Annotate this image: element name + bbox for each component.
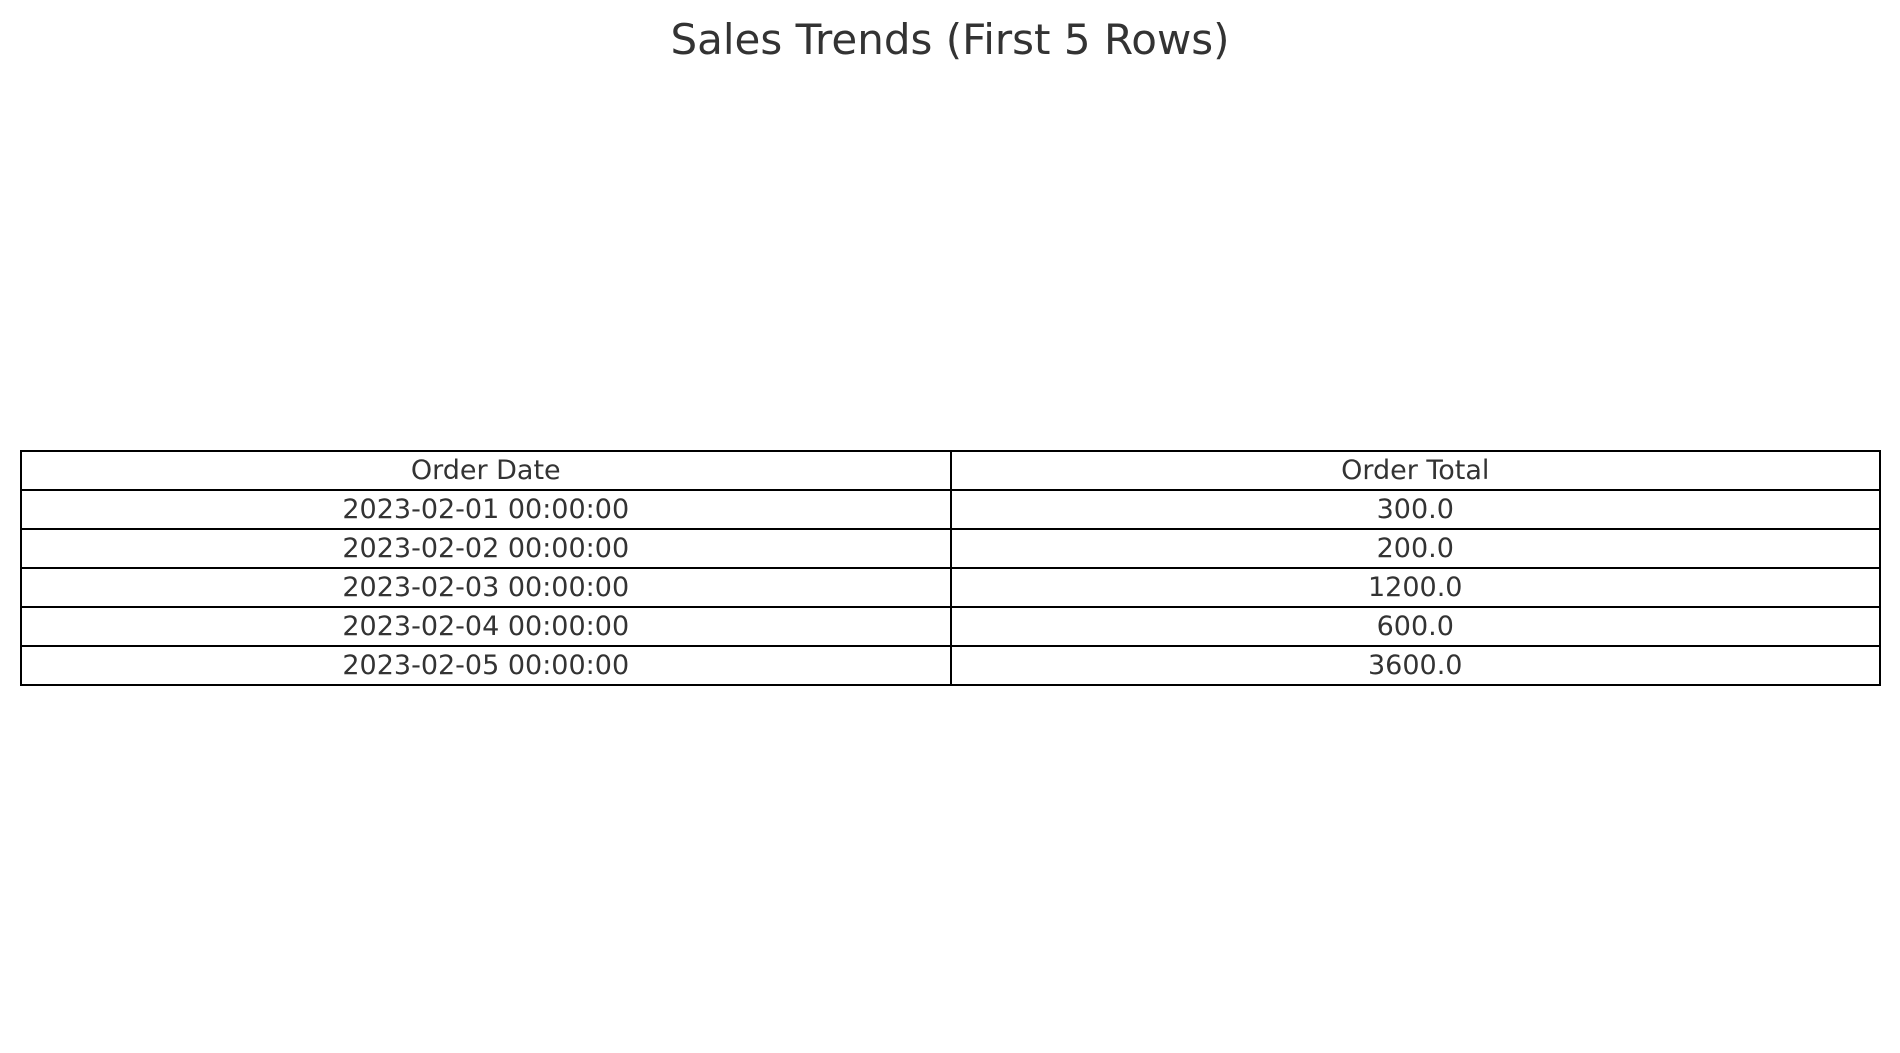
data-table-container: Order Date Order Total 2023-02-01 00:00:… xyxy=(20,450,1881,686)
table-row: 2023-02-04 00:00:00 600.0 xyxy=(20,606,1881,647)
cell-order-total: 600.0 xyxy=(949,606,1881,647)
table-row: 2023-02-01 00:00:00 300.0 xyxy=(20,489,1881,530)
table-row: 2023-02-03 00:00:00 1200.0 xyxy=(20,567,1881,608)
table-header-row: Order Date Order Total xyxy=(20,450,1881,491)
cell-order-date: 2023-02-02 00:00:00 xyxy=(20,528,952,569)
header-order-total: Order Total xyxy=(949,450,1881,491)
cell-order-date: 2023-02-05 00:00:00 xyxy=(20,645,952,686)
chart-title: Sales Trends (First 5 Rows) xyxy=(670,15,1230,64)
cell-order-total: 200.0 xyxy=(949,528,1881,569)
data-table: Order Date Order Total 2023-02-01 00:00:… xyxy=(20,450,1881,686)
cell-order-total: 300.0 xyxy=(949,489,1881,530)
table-row: 2023-02-05 00:00:00 3600.0 xyxy=(20,645,1881,686)
cell-order-date: 2023-02-04 00:00:00 xyxy=(20,606,952,647)
cell-order-total: 1200.0 xyxy=(949,567,1881,608)
table-row: 2023-02-02 00:00:00 200.0 xyxy=(20,528,1881,569)
cell-order-date: 2023-02-03 00:00:00 xyxy=(20,567,952,608)
cell-order-total: 3600.0 xyxy=(949,645,1881,686)
cell-order-date: 2023-02-01 00:00:00 xyxy=(20,489,952,530)
header-order-date: Order Date xyxy=(20,450,952,491)
